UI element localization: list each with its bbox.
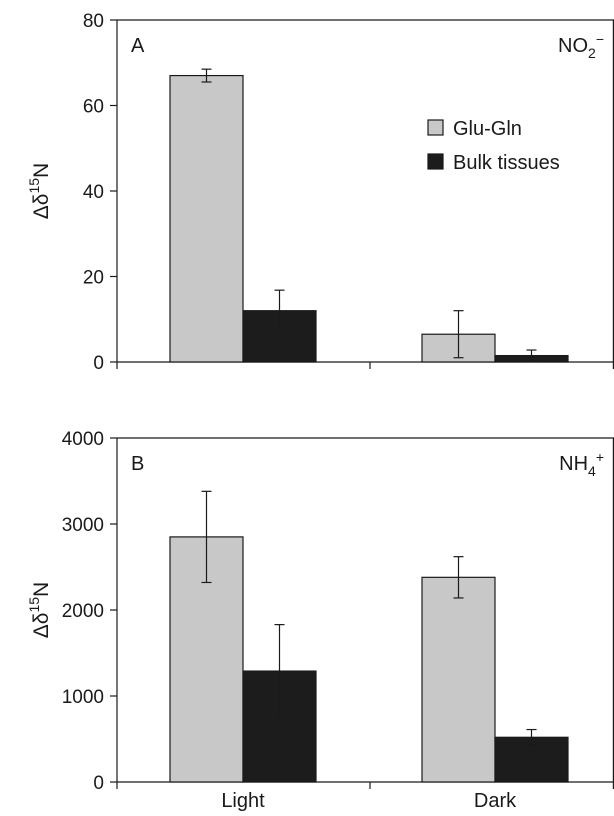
y-tick-label: 0 xyxy=(93,353,104,374)
y-tick-label: 3000 xyxy=(62,515,104,536)
y-axis-title: Δδ15N xyxy=(26,582,53,638)
y-tick-label: 1000 xyxy=(62,687,104,708)
legend-label: Glu-Gln xyxy=(453,118,522,140)
bar-glu-gln-light xyxy=(169,74,244,363)
y-tick-label: 4000 xyxy=(62,429,104,450)
legend-label: Bulk tissues xyxy=(453,152,560,174)
ion-label: NH4+ xyxy=(559,449,604,479)
y-tick-label: 80 xyxy=(83,11,104,32)
panel-letter: B xyxy=(131,453,144,475)
y-axis-title: Δδ15N xyxy=(26,163,53,219)
y-tick-label: 60 xyxy=(83,97,104,118)
y-tick-label: 0 xyxy=(93,773,104,794)
y-tick-label: 40 xyxy=(83,182,104,203)
y-tick-label: 20 xyxy=(83,268,104,289)
y-tick-label: 2000 xyxy=(62,601,104,622)
panel-letter: A xyxy=(131,35,145,57)
bar-glu-gln-dark xyxy=(421,576,496,783)
x-category-label: Light xyxy=(221,790,265,811)
legend-swatch xyxy=(427,153,444,170)
x-category-label: Dark xyxy=(474,790,517,811)
chart-panel-a: 0 20 40 60 80 Δδ15N A NO2− Glu-Gln Bulk tissues xyxy=(26,11,614,374)
chart-panel-b: 0 1000 2000 3000 4000 Δδ15N B NH4+ Light Dark xyxy=(26,429,614,812)
ion-label: NO2− xyxy=(558,31,604,61)
bar-bulk-tissues-light xyxy=(242,670,317,783)
legend-swatch xyxy=(427,119,444,136)
